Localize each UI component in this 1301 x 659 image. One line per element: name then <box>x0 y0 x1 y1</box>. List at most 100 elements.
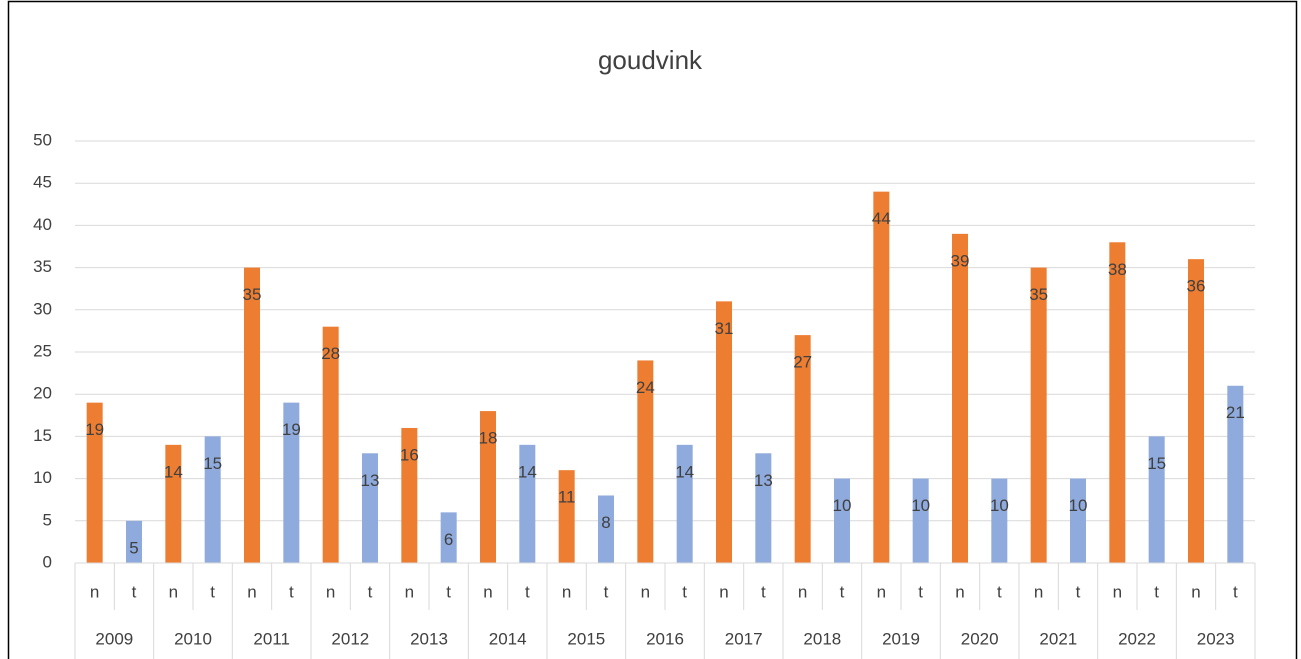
x-tick-label: n <box>1034 582 1043 601</box>
data-label: 19 <box>85 420 104 439</box>
x-tick-label: n <box>1113 582 1122 601</box>
x-group-label: 2020 <box>961 629 999 648</box>
data-label: 18 <box>479 429 498 448</box>
x-tick-label: t <box>682 582 687 601</box>
data-label: 31 <box>715 319 734 338</box>
data-label: 10 <box>1069 496 1088 515</box>
y-tick-label: 50 <box>33 130 52 149</box>
bar <box>1070 478 1086 563</box>
x-tick-label: n <box>641 582 650 601</box>
x-tick-label: t <box>368 582 373 601</box>
bar <box>126 520 142 563</box>
bar <box>283 402 300 563</box>
x-tick-label: t <box>997 582 1002 601</box>
bar <box>401 427 418 563</box>
x-tick-label: n <box>483 582 492 601</box>
y-tick-label: 45 <box>33 173 52 192</box>
x-group-label: 2016 <box>646 629 684 648</box>
data-label: 24 <box>636 378 655 397</box>
y-tick-label: 0 <box>43 552 52 571</box>
x-tick-label: n <box>562 582 571 601</box>
bar <box>598 495 614 563</box>
data-label: 15 <box>1147 454 1166 473</box>
x-tick-label: n <box>90 582 99 601</box>
bar <box>952 233 968 563</box>
data-label: 10 <box>990 496 1009 515</box>
x-group-label: 2012 <box>331 629 369 648</box>
x-group-label: 2013 <box>410 629 448 648</box>
data-label: 27 <box>793 353 812 372</box>
x-tick-label: n <box>405 582 414 601</box>
data-label: 21 <box>1226 403 1245 422</box>
bar <box>794 335 811 563</box>
bar <box>322 326 339 563</box>
x-tick-label: n <box>955 582 964 601</box>
y-tick-label: 40 <box>33 215 52 234</box>
bar <box>558 470 575 563</box>
data-label: 11 <box>558 488 576 507</box>
x-tick-label: t <box>132 582 137 601</box>
bar <box>676 444 693 563</box>
x-group-label: 2014 <box>489 629 527 648</box>
bar <box>86 402 103 563</box>
data-label: 13 <box>361 471 380 490</box>
x-tick-label: n <box>877 582 886 601</box>
bar <box>716 301 732 563</box>
bar <box>519 444 536 563</box>
data-label: 35 <box>1029 285 1048 304</box>
data-label: 35 <box>243 285 262 304</box>
bar <box>362 453 378 563</box>
data-label: 8 <box>601 513 610 532</box>
bar <box>244 267 260 563</box>
x-tick-label: t <box>525 582 530 601</box>
x-group-label: 2015 <box>567 629 605 648</box>
data-label: 14 <box>675 462 694 481</box>
y-tick-label: 20 <box>33 384 52 403</box>
x-tick-label: n <box>247 582 256 601</box>
bar <box>440 512 457 563</box>
x-tick-label: t <box>1076 582 1081 601</box>
y-tick-label: 25 <box>33 341 52 360</box>
x-group-label: 2010 <box>174 629 212 648</box>
data-label: 38 <box>1108 260 1127 279</box>
x-tick-label: t <box>1154 582 1159 601</box>
bar <box>873 191 890 563</box>
x-group-label: 2009 <box>95 629 133 648</box>
data-label: 10 <box>833 496 852 515</box>
x-tick-label: n <box>326 582 335 601</box>
data-label: 10 <box>911 496 930 515</box>
bar <box>637 360 654 563</box>
bar <box>1030 267 1047 563</box>
data-label: 36 <box>1187 277 1206 296</box>
x-group-label: 2022 <box>1118 629 1156 648</box>
x-group-label: 2011 <box>253 629 290 648</box>
data-label: 44 <box>872 209 891 228</box>
x-tick-label: t <box>918 582 923 601</box>
y-tick-label: 35 <box>33 257 52 276</box>
x-group-label: 2017 <box>725 629 763 648</box>
bar <box>1109 242 1126 563</box>
data-label: 16 <box>400 445 419 464</box>
x-group-label: 2018 <box>803 629 841 648</box>
y-tick-label: 15 <box>33 426 52 445</box>
data-label: 5 <box>129 538 138 557</box>
x-group-label: 2021 <box>1039 629 1077 648</box>
x-tick-label: t <box>840 582 845 601</box>
data-label: 39 <box>951 251 970 270</box>
data-label: 13 <box>754 471 773 490</box>
y-tick-label: 10 <box>33 468 52 487</box>
x-tick-label: t <box>289 582 294 601</box>
x-group-label: 2019 <box>882 629 920 648</box>
x-tick-label: t <box>1233 582 1238 601</box>
x-tick-label: t <box>761 582 766 601</box>
chart-title: goudvink <box>598 45 703 75</box>
x-tick-label: n <box>1191 582 1200 601</box>
data-label: 14 <box>518 462 537 481</box>
bar <box>480 411 496 563</box>
bar <box>204 436 221 563</box>
x-tick-label: t <box>210 582 215 601</box>
y-tick-label: 5 <box>43 510 52 529</box>
bar <box>1148 436 1165 563</box>
data-label: 28 <box>321 344 340 363</box>
x-group-label: 2023 <box>1197 629 1235 648</box>
